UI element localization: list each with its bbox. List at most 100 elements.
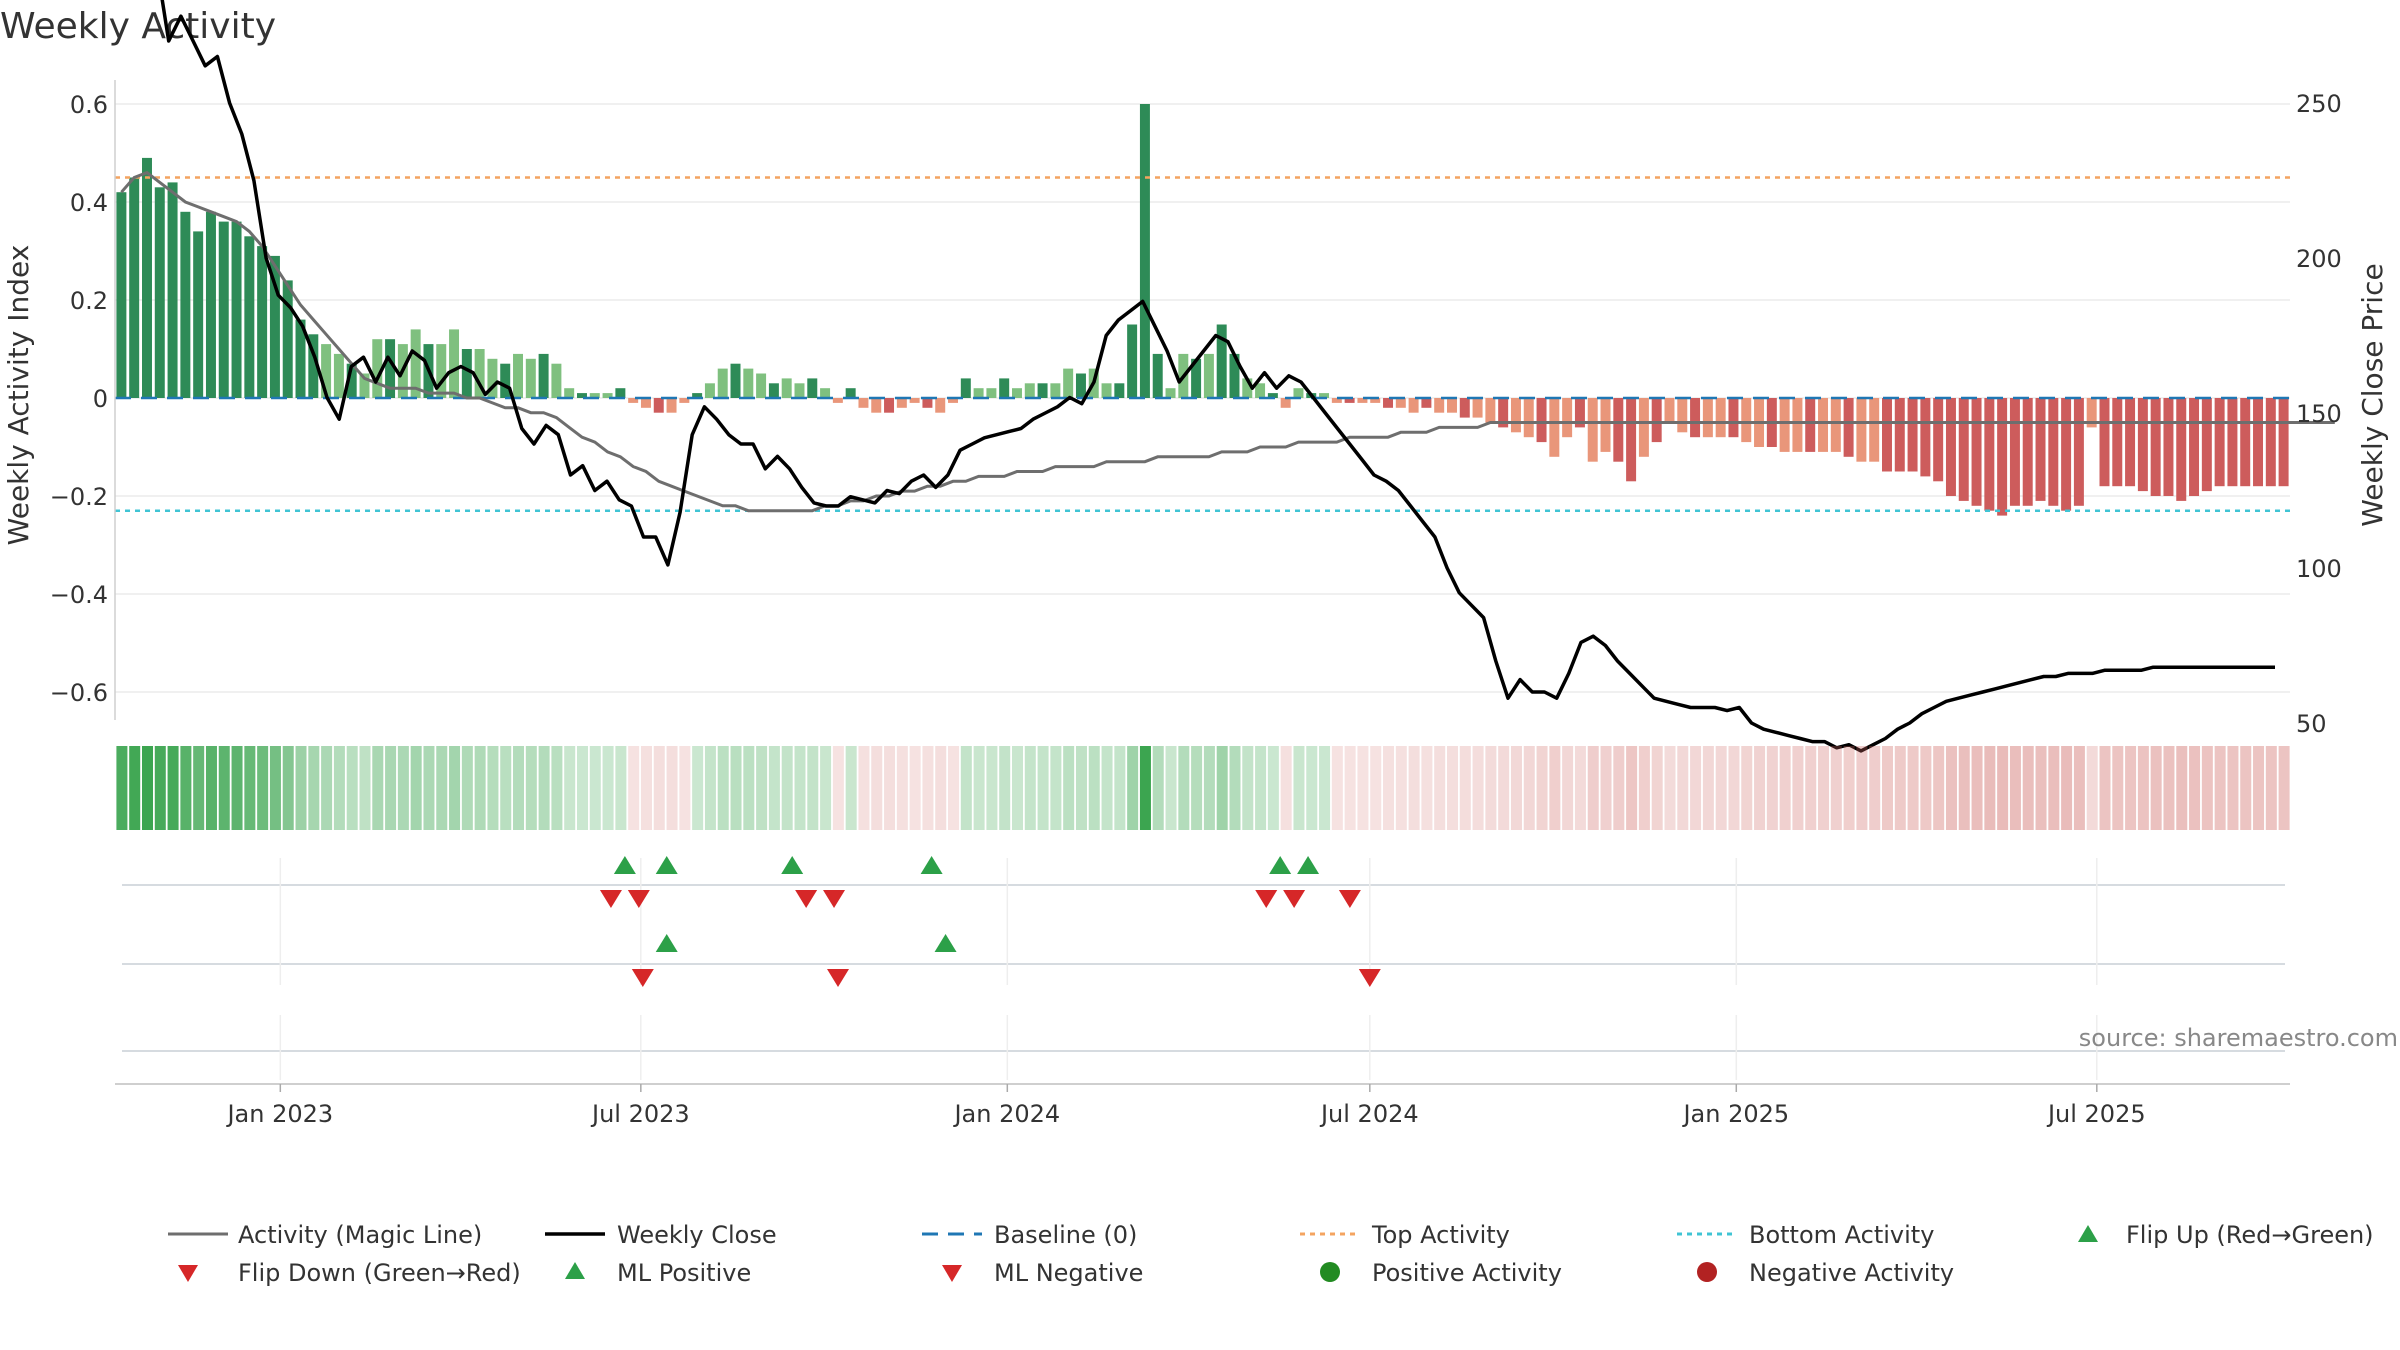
activity-bar [1383,398,1394,408]
activity-bar [1677,398,1688,433]
heat-cell [640,746,652,830]
activity-bar [1165,388,1176,398]
activity-bar [538,353,549,398]
heat-cell [1063,746,1075,830]
activity-bar [807,378,818,398]
ml-negative-marker [1358,969,1381,987]
heat-cell [1344,746,1356,830]
activity-bar [372,339,383,398]
heat-cell [2265,746,2277,830]
activity-bars [116,104,2289,516]
activity-bar [1101,383,1112,398]
activity-bar [1830,398,1841,452]
y-right-tick-label: 150 [2296,400,2342,428]
activity-bar [1319,393,1330,398]
heat-cell [973,746,985,830]
heat-cell [1216,746,1228,830]
heat-cell [1306,746,1318,830]
heat-cell [986,746,998,830]
weekly-close-series [160,0,2275,753]
heat-cell [282,746,294,830]
activity-bar [205,211,216,398]
heat-cell [1818,746,1830,830]
activity-bar [935,398,946,413]
heat-cell [1715,746,1727,830]
activity-bar [2240,398,2251,487]
heat-cell [359,746,371,830]
activity-bar [231,221,242,398]
activity-bar [1779,398,1790,452]
heat-cell [2163,746,2175,830]
heat-cell [602,746,614,830]
activity-bar [564,388,575,398]
heat-cell [1613,746,1625,830]
heat-cell [1459,746,1471,830]
reference-lines [115,176,2290,512]
heat-cell [1075,746,1087,830]
heat-cell [1843,746,1855,830]
legend-flip-down: Flip Down (Green→Red) [238,1259,521,1287]
activity-bar [1267,393,1278,398]
activity-bar [1344,398,1355,403]
heat-cell [1101,746,1113,830]
heat-cell [1997,746,2009,830]
activity-bar [1792,398,1803,452]
heat-cell [730,746,742,830]
heat-cell [346,746,358,830]
activity-bar [1702,398,1713,438]
heat-cell [116,746,128,830]
flip-down-marker [1283,890,1306,908]
heat-cell [551,746,563,830]
heat-cell [1562,746,1574,830]
activity-bar [896,398,907,408]
y-left-tick-label: −0.6 [50,679,108,707]
heat-cell [423,746,435,830]
activity-bar [500,363,511,398]
heat-cell [1472,746,1484,830]
heat-cell [884,746,896,830]
series-lines [120,0,2335,753]
activity-bar [1894,398,1905,472]
activity-bar [1229,353,1240,398]
activity-bar [321,344,332,398]
activity-bar [653,398,664,413]
activity-bar [1498,398,1509,428]
heat-cell [1779,746,1791,830]
activity-bar [1012,388,1022,398]
ml-negative-marker [631,969,654,987]
heat-cell [1933,746,1945,830]
flip-down-marker [795,890,818,908]
heat-cell [167,746,179,830]
activity-bar [986,388,997,398]
heat-cell [781,746,793,830]
heat-cell [2214,746,2226,830]
heat-cell [2022,746,2034,830]
heat-cell [1037,746,1049,830]
heat-cell [1293,746,1305,830]
heat-cell [935,746,947,830]
heat-cell [1178,746,1190,830]
activity-bar [1152,353,1163,398]
heat-cell [1012,746,1023,830]
heat-cell [154,746,166,830]
activity-bar [628,398,639,403]
chart-title: Weekly Activity [0,6,276,47]
y-left-tick-label: −0.4 [50,581,108,609]
heat-cell [1242,746,1254,830]
heat-cell [858,746,870,830]
heat-cell [832,746,844,830]
activity-bar [1933,398,1944,482]
heat-cell [1191,746,1203,830]
activity-bar [704,383,715,398]
heat-cell [244,746,256,830]
legend: Activity (Magic Line) Weekly Close Basel… [168,1221,2374,1287]
heat-cell [653,746,665,830]
heat-cell [2137,746,2149,830]
activity-bar [2201,398,2212,492]
heat-cell [218,746,230,830]
activity-bar [295,319,306,398]
legend-bottom-activity: Bottom Activity [1749,1221,1934,1249]
heat-cell [1830,746,1842,830]
activity-bar [602,393,613,398]
heat-cell [1677,746,1689,830]
